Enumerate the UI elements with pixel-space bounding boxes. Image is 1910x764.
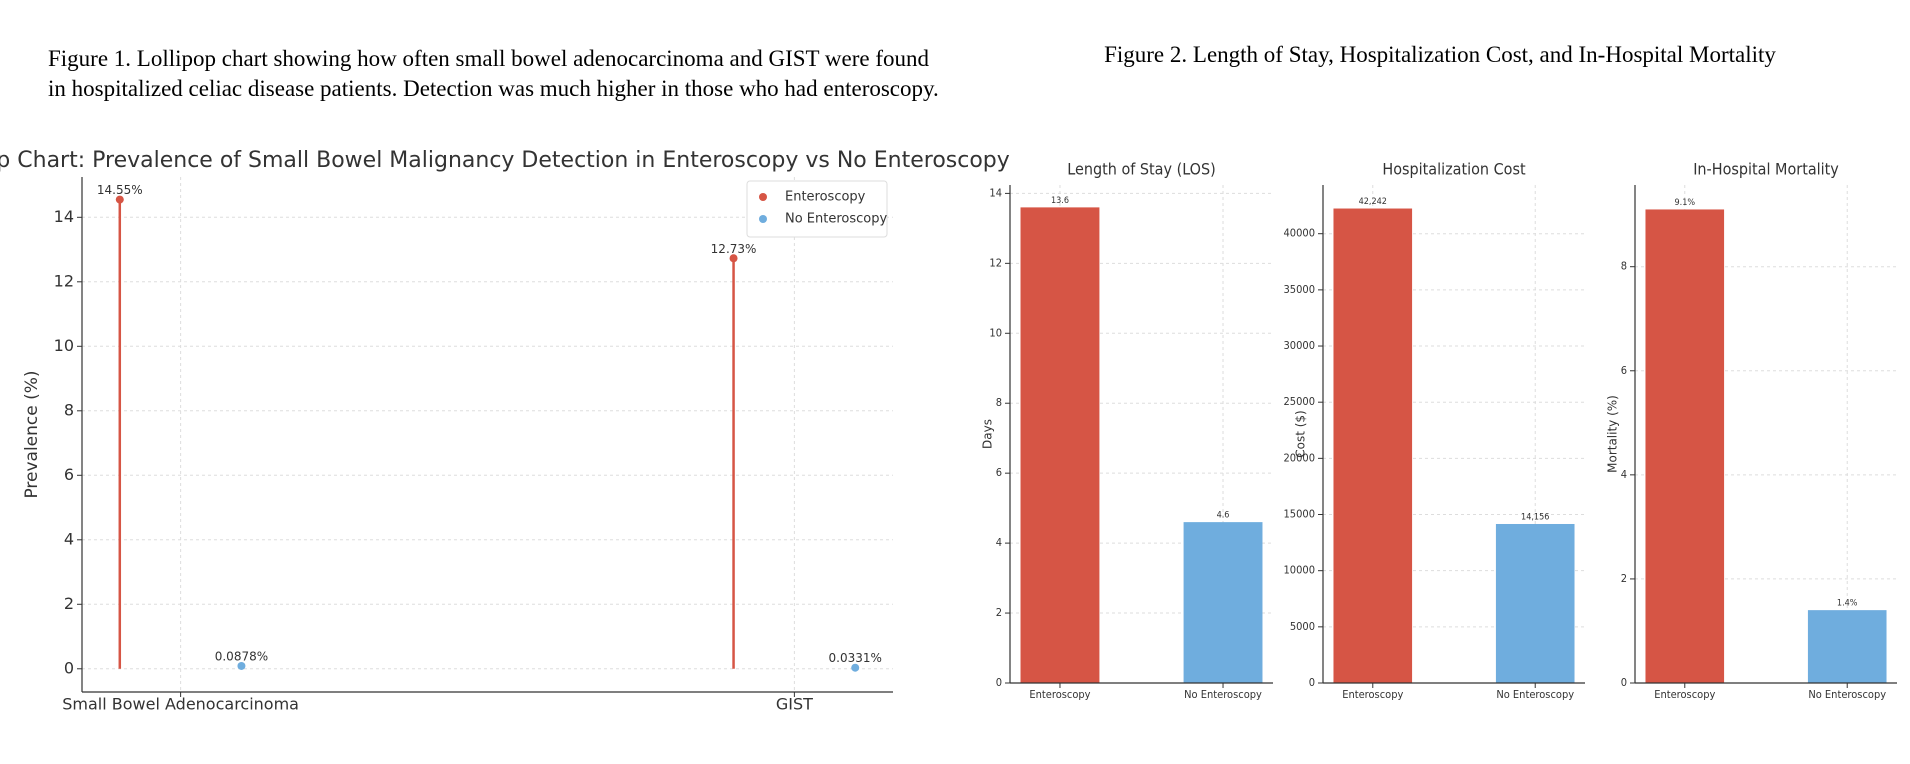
- y-tick-label: 30000: [1284, 339, 1315, 352]
- bar: [1807, 610, 1887, 683]
- y-tick-label: 2: [64, 594, 74, 613]
- y-tick-label: 2: [996, 606, 1002, 619]
- y-axis-label: Days: [981, 419, 995, 449]
- bar: [1645, 209, 1725, 683]
- chart-title: Lollipop Chart: Prevalence of Small Bowe…: [0, 148, 1010, 173]
- lollipop-head: [729, 254, 738, 263]
- value-label: 0.0331%: [829, 651, 882, 665]
- y-tick-label: 25000: [1284, 395, 1315, 408]
- value-label: 14,156: [1521, 512, 1549, 522]
- y-tick-label: 12: [54, 271, 74, 290]
- y-tick-label: 0: [1621, 676, 1627, 689]
- legend-label: Enteroscopy: [785, 190, 866, 205]
- x-tick-label: GIST: [776, 695, 813, 714]
- y-tick-label: 4: [1621, 468, 1627, 481]
- y-tick-label: 4: [64, 529, 74, 548]
- y-tick-label: 10: [54, 336, 74, 355]
- y-tick-label: 8: [996, 396, 1002, 409]
- y-axis-label: Prevalence (%): [22, 370, 42, 498]
- y-tick-label: 8: [64, 400, 74, 419]
- y-tick-label: 6: [64, 465, 74, 484]
- value-label: 1.4%: [1837, 599, 1858, 609]
- value-label: 42,242: [1359, 197, 1387, 207]
- x-tick-label: No Enteroscopy: [1184, 688, 1262, 701]
- y-tick-label: 0: [996, 676, 1002, 689]
- figure-caption: Figure 1. Lollipop chart showing how oft…: [48, 46, 939, 101]
- chart-title: Hospitalization Cost: [1382, 160, 1526, 179]
- lollipop-head: [115, 195, 124, 204]
- y-tick-label: 0: [64, 658, 74, 677]
- y-tick-label: 2: [1621, 572, 1627, 585]
- y-tick-label: 4: [996, 536, 1002, 549]
- value-label: 13.6: [1051, 196, 1069, 206]
- x-tick-label: Enteroscopy: [1342, 688, 1403, 701]
- y-tick-label: 5000: [1290, 620, 1315, 633]
- bar: [1020, 207, 1100, 683]
- y-tick-label: 10: [989, 326, 1002, 339]
- legend-marker: [759, 193, 767, 201]
- bar: [1495, 523, 1575, 683]
- y-tick-label: 8: [1621, 260, 1627, 273]
- y-tick-label: 14: [989, 186, 1002, 199]
- lollipop-head: [237, 661, 246, 670]
- y-tick-label: 35000: [1284, 283, 1315, 296]
- y-tick-label: 12: [989, 256, 1002, 269]
- y-tick-label: 10000: [1284, 564, 1315, 577]
- value-label: 14.55%: [97, 183, 143, 197]
- y-tick-label: 6: [1621, 364, 1627, 377]
- x-tick-label: No Enteroscopy: [1496, 688, 1574, 701]
- chart-title: In-Hospital Mortality: [1693, 160, 1839, 179]
- y-tick-label: 14: [54, 207, 74, 226]
- value-label: 12.73%: [711, 242, 757, 256]
- y-tick-label: 0: [1309, 676, 1315, 689]
- y-tick-label: 15000: [1284, 508, 1315, 521]
- chart-title: Length of Stay (LOS): [1067, 160, 1215, 179]
- y-tick-label: 6: [996, 466, 1002, 479]
- y-tick-label: 40000: [1284, 227, 1315, 240]
- y-tick-label: 20000: [1284, 451, 1315, 464]
- value-label: 4.6: [1217, 511, 1230, 521]
- lollipop-head: [851, 663, 860, 672]
- x-tick-label: Enteroscopy: [1654, 688, 1715, 701]
- value-label: 9.1%: [1674, 198, 1695, 208]
- legend-box: [746, 180, 888, 238]
- legend-marker: [759, 215, 767, 223]
- x-tick-label: Small Bowel Adenocarcinoma: [62, 695, 299, 714]
- bar: [1333, 208, 1413, 683]
- y-axis-label: Cost ($): [1294, 410, 1308, 458]
- x-tick-label: Enteroscopy: [1029, 688, 1090, 701]
- figure-caption: Figure 2. Length of Stay, Hospitalizatio…: [1104, 42, 1776, 67]
- x-tick-label: No Enteroscopy: [1808, 688, 1886, 701]
- bar: [1183, 522, 1263, 683]
- y-axis-label: Mortality (%): [1606, 395, 1620, 473]
- legend-label: No Enteroscopy: [785, 212, 887, 227]
- value-label: 0.0878%: [215, 649, 268, 663]
